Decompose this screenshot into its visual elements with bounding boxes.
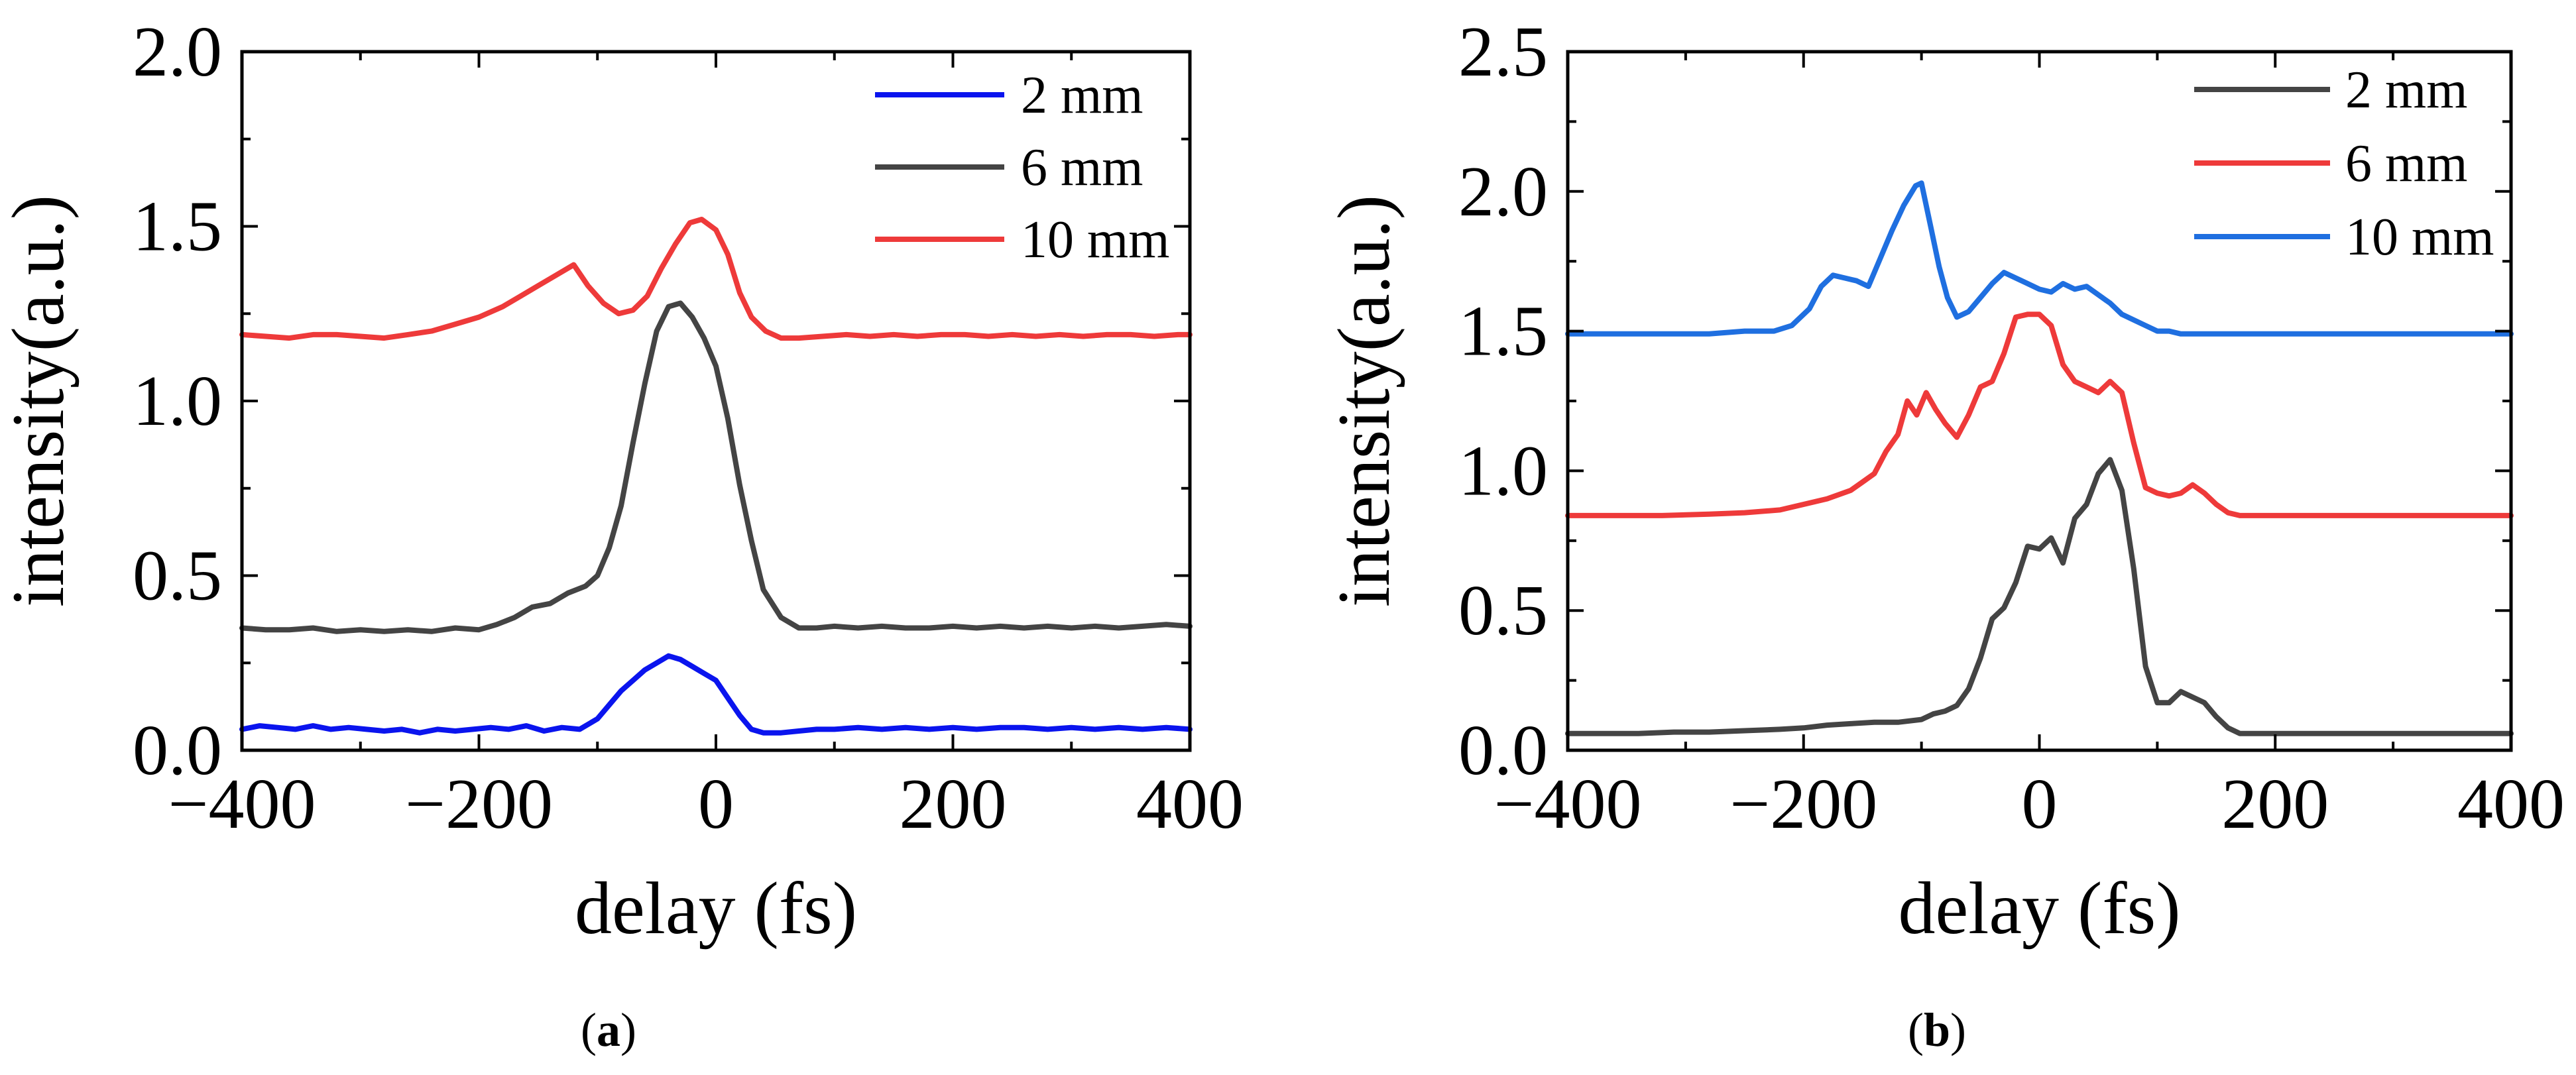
panel-b-x-tick-label: 200 xyxy=(2221,765,2329,844)
panel-b-y-tick-label: 0.0 xyxy=(1458,711,1548,790)
panel-a-chart: −400 −200 0 200 400 0.0 0.5 1.0 1.5 2.0 delay (fs)… xyxy=(0,13,1244,950)
panel-a-caption: (a) xyxy=(581,1003,636,1056)
panel-a-x-tick-label: −400 xyxy=(168,765,316,844)
panel-a-y-axis-title: intensity(a.u.) xyxy=(0,195,80,607)
panel-a-series-10-mm-line xyxy=(239,217,1193,341)
panel-b-y-tick-label: 2.0 xyxy=(1458,152,1548,231)
panel-b-y-axis-title: intensity(a.u.) xyxy=(1323,195,1405,607)
panel-b-y-tick-label: 0.5 xyxy=(1458,571,1548,650)
panel-a-x-tick-label: 400 xyxy=(1136,765,1244,844)
panel-b-series-2-mm-line xyxy=(1565,457,2514,736)
panel-a-y-tick-label: 1.0 xyxy=(133,362,222,441)
panel-a-x-axis-title: delay (fs) xyxy=(575,868,857,950)
panel-a-x-tick-label: 0 xyxy=(698,765,734,844)
panel-b-y-tick-label: 2.5 xyxy=(1458,13,1548,91)
panel-a-legend-label: 6 mm xyxy=(1021,139,1143,197)
panel-a-legend-label: 2 mm xyxy=(1021,66,1143,125)
panel-a-y-tick-label: 2.0 xyxy=(133,13,222,91)
panel-b-caption: (b) xyxy=(1908,1003,1966,1056)
panel-a-y-tick-label: 1.5 xyxy=(133,188,222,266)
panel-a-legend-label: 10 mm xyxy=(1021,211,1169,269)
panel-b-x-tick-label: 400 xyxy=(2457,765,2565,844)
panel-a-x-tick-label: 200 xyxy=(900,765,1007,844)
panel-b-caption-letter: b xyxy=(1924,1003,1950,1056)
panel-b-legend-label: 10 mm xyxy=(2345,208,2494,266)
panel-b-series-6-mm-line xyxy=(1565,311,2514,518)
panel-a-y-tick-label: 0.5 xyxy=(133,537,222,616)
panel-b-legend-label: 2 mm xyxy=(2345,61,2467,119)
panel-b-x-tick-label: −400 xyxy=(1494,765,1642,844)
panel-b-x-axis-title: delay (fs) xyxy=(1898,868,2180,950)
panel-a-series-6-mm-line xyxy=(239,300,1193,634)
panel-b-x-tick-label: 0 xyxy=(2022,765,2058,844)
panel-a-series-2-mm-line xyxy=(239,653,1193,736)
panel-b-chart: −400 −200 0 200 400 0.0 0.5 1.0 1.5 2.0 2.5 delay (… xyxy=(1323,13,2565,950)
panel-a-y-tick-label: 0.0 xyxy=(133,711,222,790)
panel-a-x-tick-label: −200 xyxy=(405,765,553,844)
panel-b-series-10-mm-line xyxy=(1565,180,2514,337)
panel-b-x-tick-label: −200 xyxy=(1729,765,1877,844)
panel-a-caption-letter: a xyxy=(597,1003,620,1056)
panel-b-legend-label: 6 mm xyxy=(2345,135,2467,193)
panel-b-y-tick-label: 1.5 xyxy=(1458,292,1548,371)
panel-b-y-tick-label: 1.0 xyxy=(1458,431,1548,510)
